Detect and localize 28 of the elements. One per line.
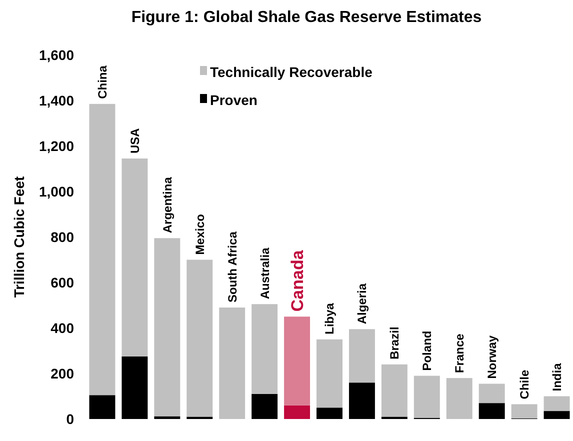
x-tick-label: China bbox=[95, 65, 110, 99]
x-tick-label: Poland bbox=[420, 330, 434, 371]
x-tick-label: Libya bbox=[322, 302, 337, 334]
x-tick-label: Chile bbox=[518, 370, 532, 400]
y-tick-label: 600 bbox=[50, 274, 74, 290]
legend-label: Proven bbox=[210, 92, 258, 108]
x-tick-label: France bbox=[452, 333, 467, 374]
x-tick-label: South Africa bbox=[225, 231, 240, 303]
y-axis-title: Trillion Cubic Feet bbox=[11, 176, 27, 298]
x-tick-label: Brazil bbox=[388, 326, 402, 360]
x-tick-label: Mexico bbox=[192, 214, 207, 255]
x-tick-label: Canada bbox=[288, 250, 307, 312]
y-tick-label: 400 bbox=[50, 320, 74, 336]
legend-label: Technically Recoverable bbox=[210, 64, 373, 80]
x-tick-label: Argentina bbox=[160, 176, 174, 234]
y-tick-label: 1,000 bbox=[38, 183, 74, 200]
x-tick-label: India bbox=[550, 362, 564, 392]
x-tick-label: Australia bbox=[258, 247, 272, 300]
x-tick-label: Algeria bbox=[355, 283, 370, 324]
y-tick-label: 200 bbox=[50, 365, 74, 382]
y-tick-label: 0 bbox=[66, 410, 74, 427]
x-tick-label: Norway bbox=[485, 335, 500, 379]
x-tick-label: USA bbox=[128, 128, 142, 154]
y-tick-label: 1,600 bbox=[38, 46, 74, 63]
chart-title: Figure 1: Global Shale Gas Reserve Estimates bbox=[131, 9, 482, 26]
y-tick-label: 1,400 bbox=[38, 92, 74, 108]
y-tick-label: 800 bbox=[50, 228, 74, 245]
y-tick-label: 1,200 bbox=[38, 138, 74, 154]
